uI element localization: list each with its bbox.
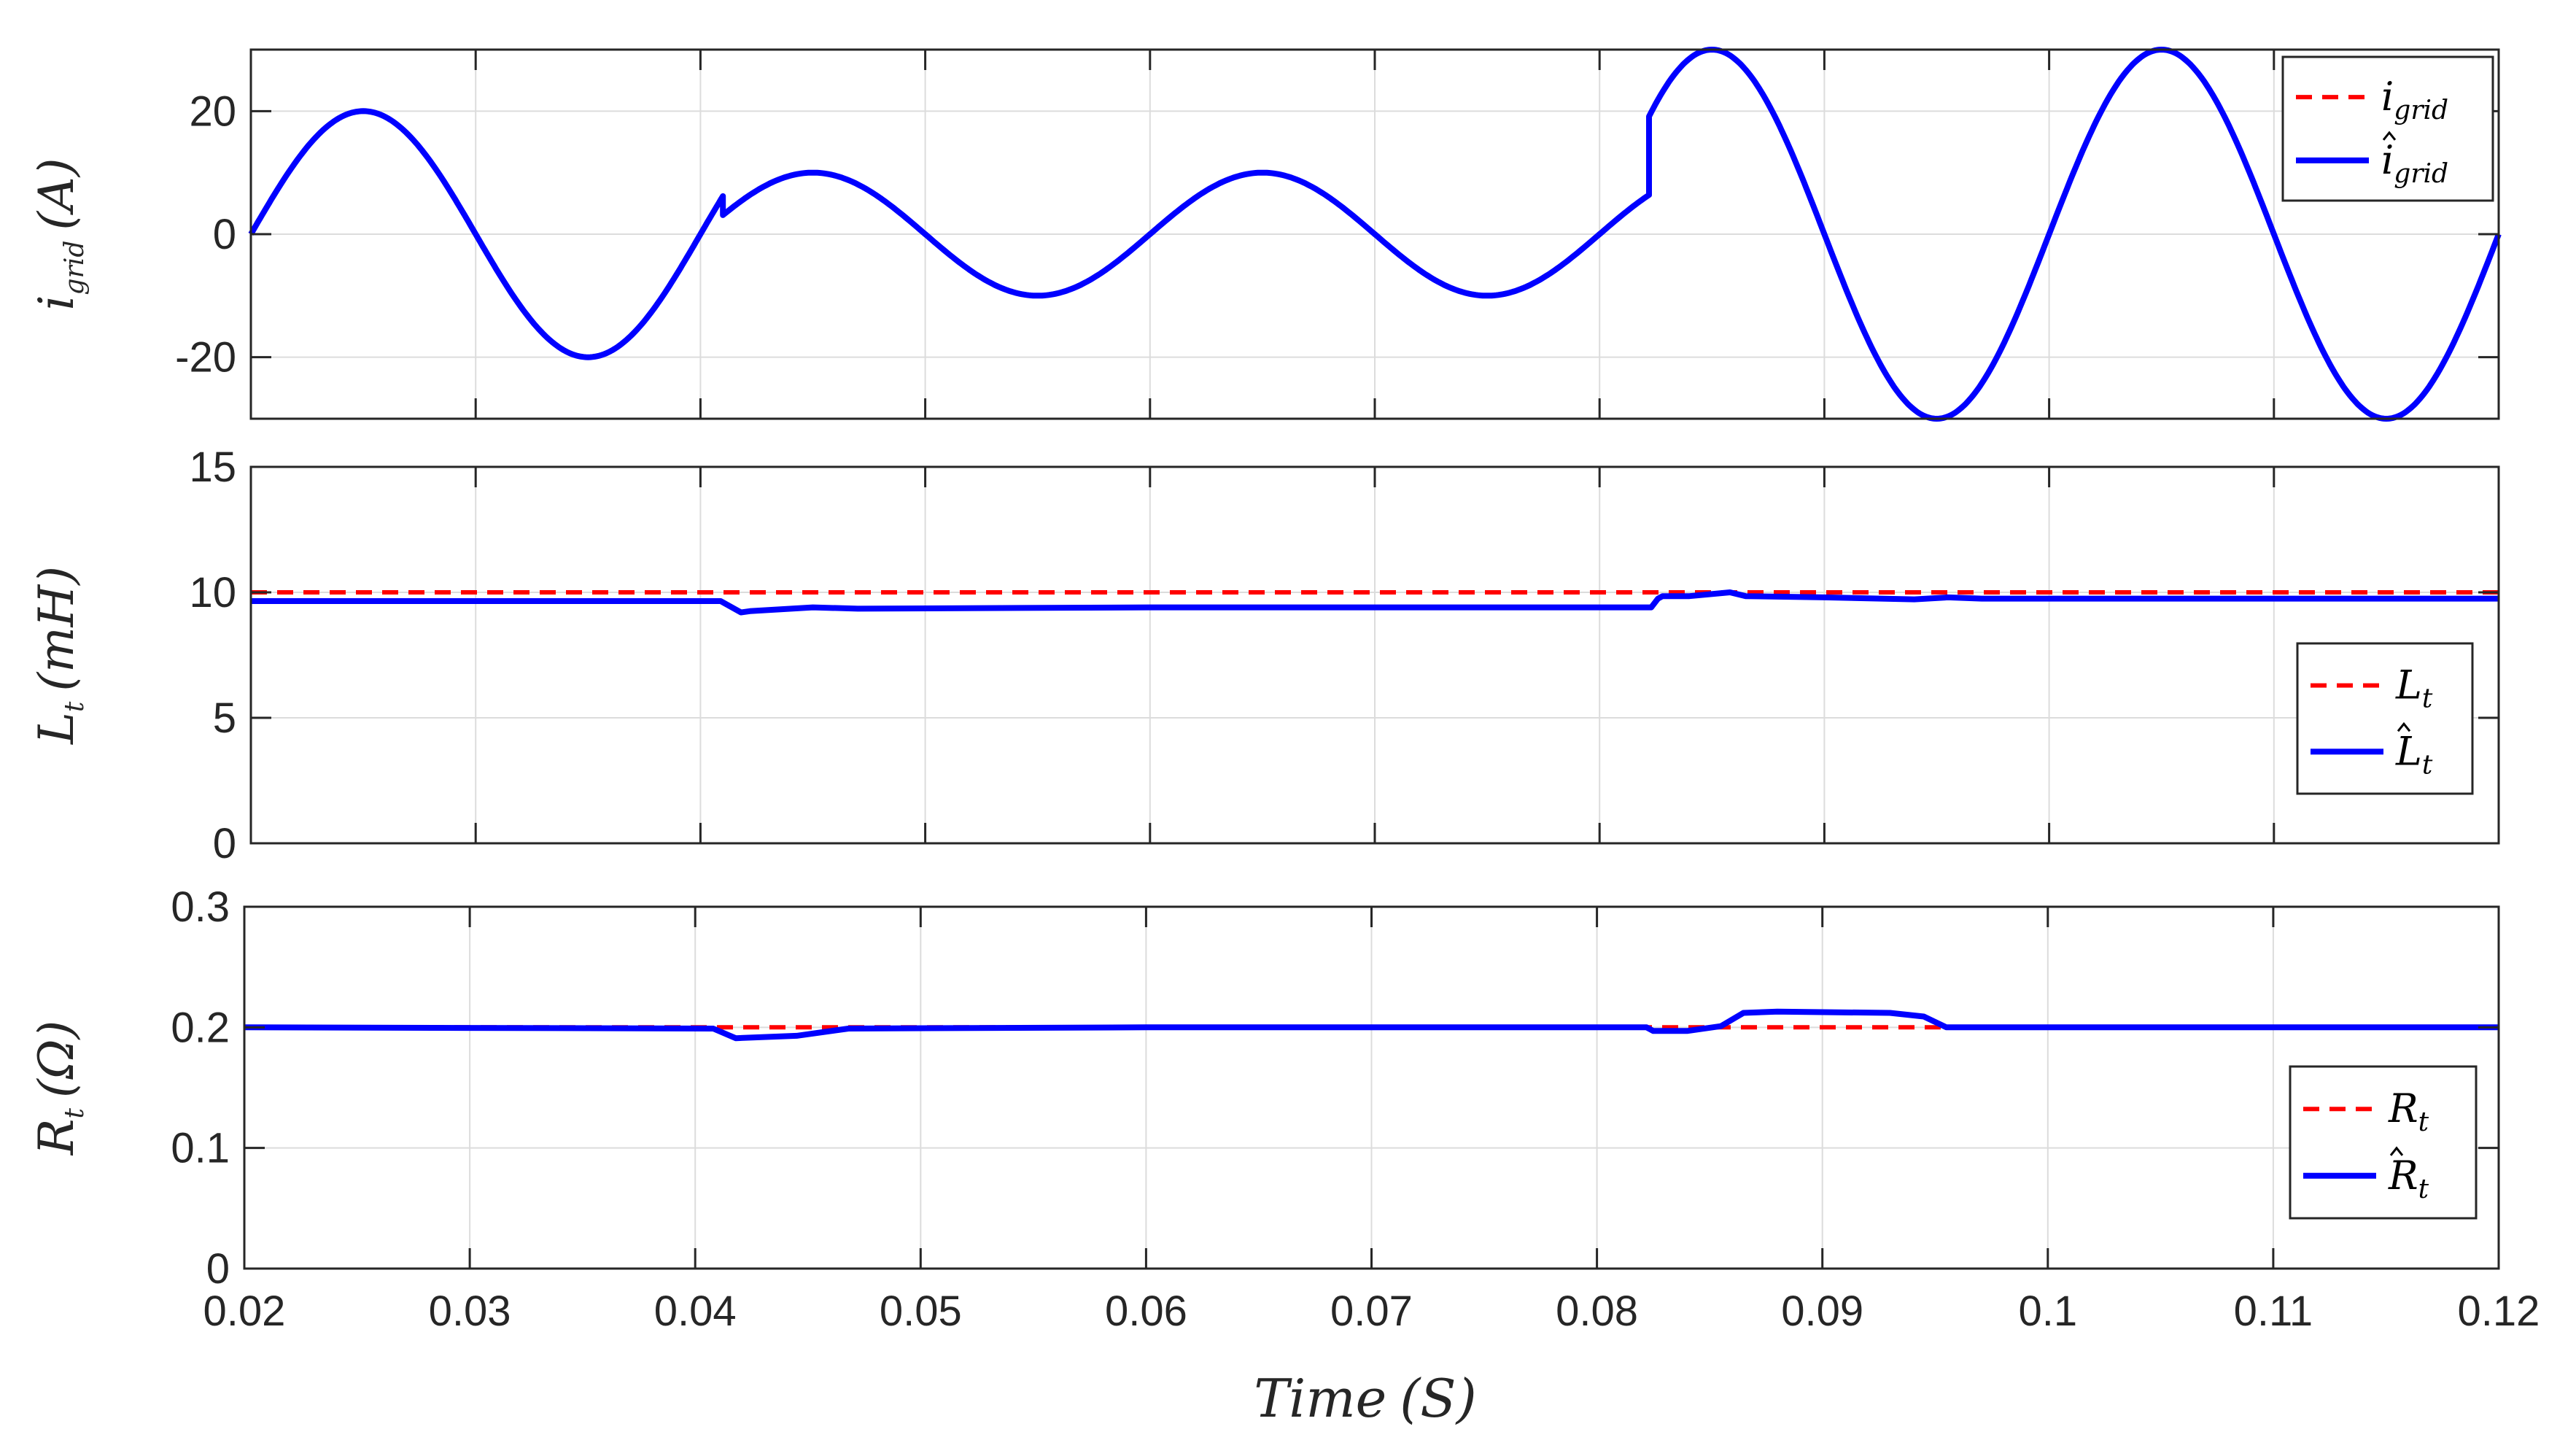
inductance-legend-hat-mark xyxy=(2397,721,2411,732)
current-ytick-label: -20 xyxy=(175,334,236,382)
resistance-legend-hat-mark xyxy=(2389,1146,2404,1156)
xtick-label: 0.07 xyxy=(1330,1288,1413,1335)
legend-subscript: t xyxy=(2422,750,2433,780)
xtick-label: 0.1 xyxy=(2018,1288,2077,1335)
x-axis-label-name: Time xyxy=(1254,1368,1386,1429)
inductance-legend-label-actual: Lt xyxy=(2395,662,2433,714)
resistance-legend-box xyxy=(2289,1065,2478,1220)
inductance-ylabel: Lt (mH) xyxy=(28,566,90,745)
legend-subscript: grid xyxy=(2394,96,2448,125)
current-series-estimate-line xyxy=(248,47,2502,422)
resistance-ytick-label: 0.2 xyxy=(171,1004,230,1051)
resistance-ylabel: Rt (Ω) xyxy=(28,1021,90,1156)
x-axis-label: Time (S) xyxy=(1254,1368,1476,1429)
inductance-legend-label-estimate: Lt xyxy=(2395,728,2433,780)
xtick-label: 0.12 xyxy=(2458,1288,2540,1335)
legend-symbol: R xyxy=(2388,1085,2418,1131)
inductance-ylabel-subscript: t xyxy=(60,701,90,712)
resistance-ylabel-subscript: t xyxy=(60,1107,90,1118)
legend-subscript: t xyxy=(2422,684,2433,714)
legend-subscript: t xyxy=(2418,1174,2429,1204)
inductance-ylabel-unit: (mH) xyxy=(28,566,85,692)
legend-symbol: L xyxy=(2395,728,2422,774)
resistance-ylabel-unit: (Ω) xyxy=(28,1021,85,1098)
resistance-ytick-label: 0.1 xyxy=(171,1125,230,1172)
current-ylabel-unit: (A) xyxy=(28,158,85,230)
xtick-label: 0.04 xyxy=(654,1288,737,1335)
legend-symbol: R xyxy=(2388,1153,2418,1199)
resistance-ytick-label: 0 xyxy=(206,1245,230,1293)
inductance-ytick-label: 15 xyxy=(189,444,236,491)
current-legend-box xyxy=(2281,55,2494,202)
current-legend-label-actual: igrid xyxy=(2381,74,2448,125)
current-legend-label-estimate: igrid xyxy=(2381,137,2448,189)
xtick-label: 0.05 xyxy=(880,1288,962,1335)
xtick-label: 0.11 xyxy=(2234,1288,2313,1335)
xtick-label: 0.03 xyxy=(429,1288,511,1335)
inductance-ytick-label: 5 xyxy=(213,694,236,742)
inductance-legend-box xyxy=(2296,642,2474,795)
inductance-series-estimate-line xyxy=(251,589,2499,616)
legend-symbol: i xyxy=(2381,74,2394,120)
resistance-ytick-label: 0.3 xyxy=(171,883,230,931)
inductance-ytick-label: 10 xyxy=(189,569,236,616)
xtick-label: 0.06 xyxy=(1105,1288,1187,1335)
current-ylabel-symbol: i xyxy=(28,295,85,310)
legend-subscript: t xyxy=(2418,1107,2429,1137)
current-ylabel: igrid (A) xyxy=(28,158,90,310)
xtick-label: 0.02 xyxy=(203,1288,286,1335)
x-axis-label-unit: (S) xyxy=(1400,1368,1477,1429)
current-ytick-label: 0 xyxy=(213,211,236,258)
legend-subscript: grid xyxy=(2394,159,2448,189)
legend-symbol: i xyxy=(2381,137,2394,183)
resistance-series-estimate-line xyxy=(244,1008,2499,1042)
xtick-label: 0.09 xyxy=(1781,1288,1863,1335)
xtick-label: 0.08 xyxy=(1556,1288,1638,1335)
resistance-legend-label-estimate: Rt xyxy=(2388,1153,2429,1204)
inductance-ytick-label: 0 xyxy=(213,820,236,867)
resistance-ylabel-symbol: R xyxy=(28,1118,85,1156)
resistance-legend-label-actual: Rt xyxy=(2388,1085,2429,1137)
current-ylabel-subscript: grid xyxy=(60,241,90,295)
current-legend-hat-mark xyxy=(2382,131,2397,141)
current-ytick-label: 20 xyxy=(189,88,236,135)
legend-symbol: L xyxy=(2395,662,2422,708)
inductance-ylabel-symbol: L xyxy=(28,712,85,745)
